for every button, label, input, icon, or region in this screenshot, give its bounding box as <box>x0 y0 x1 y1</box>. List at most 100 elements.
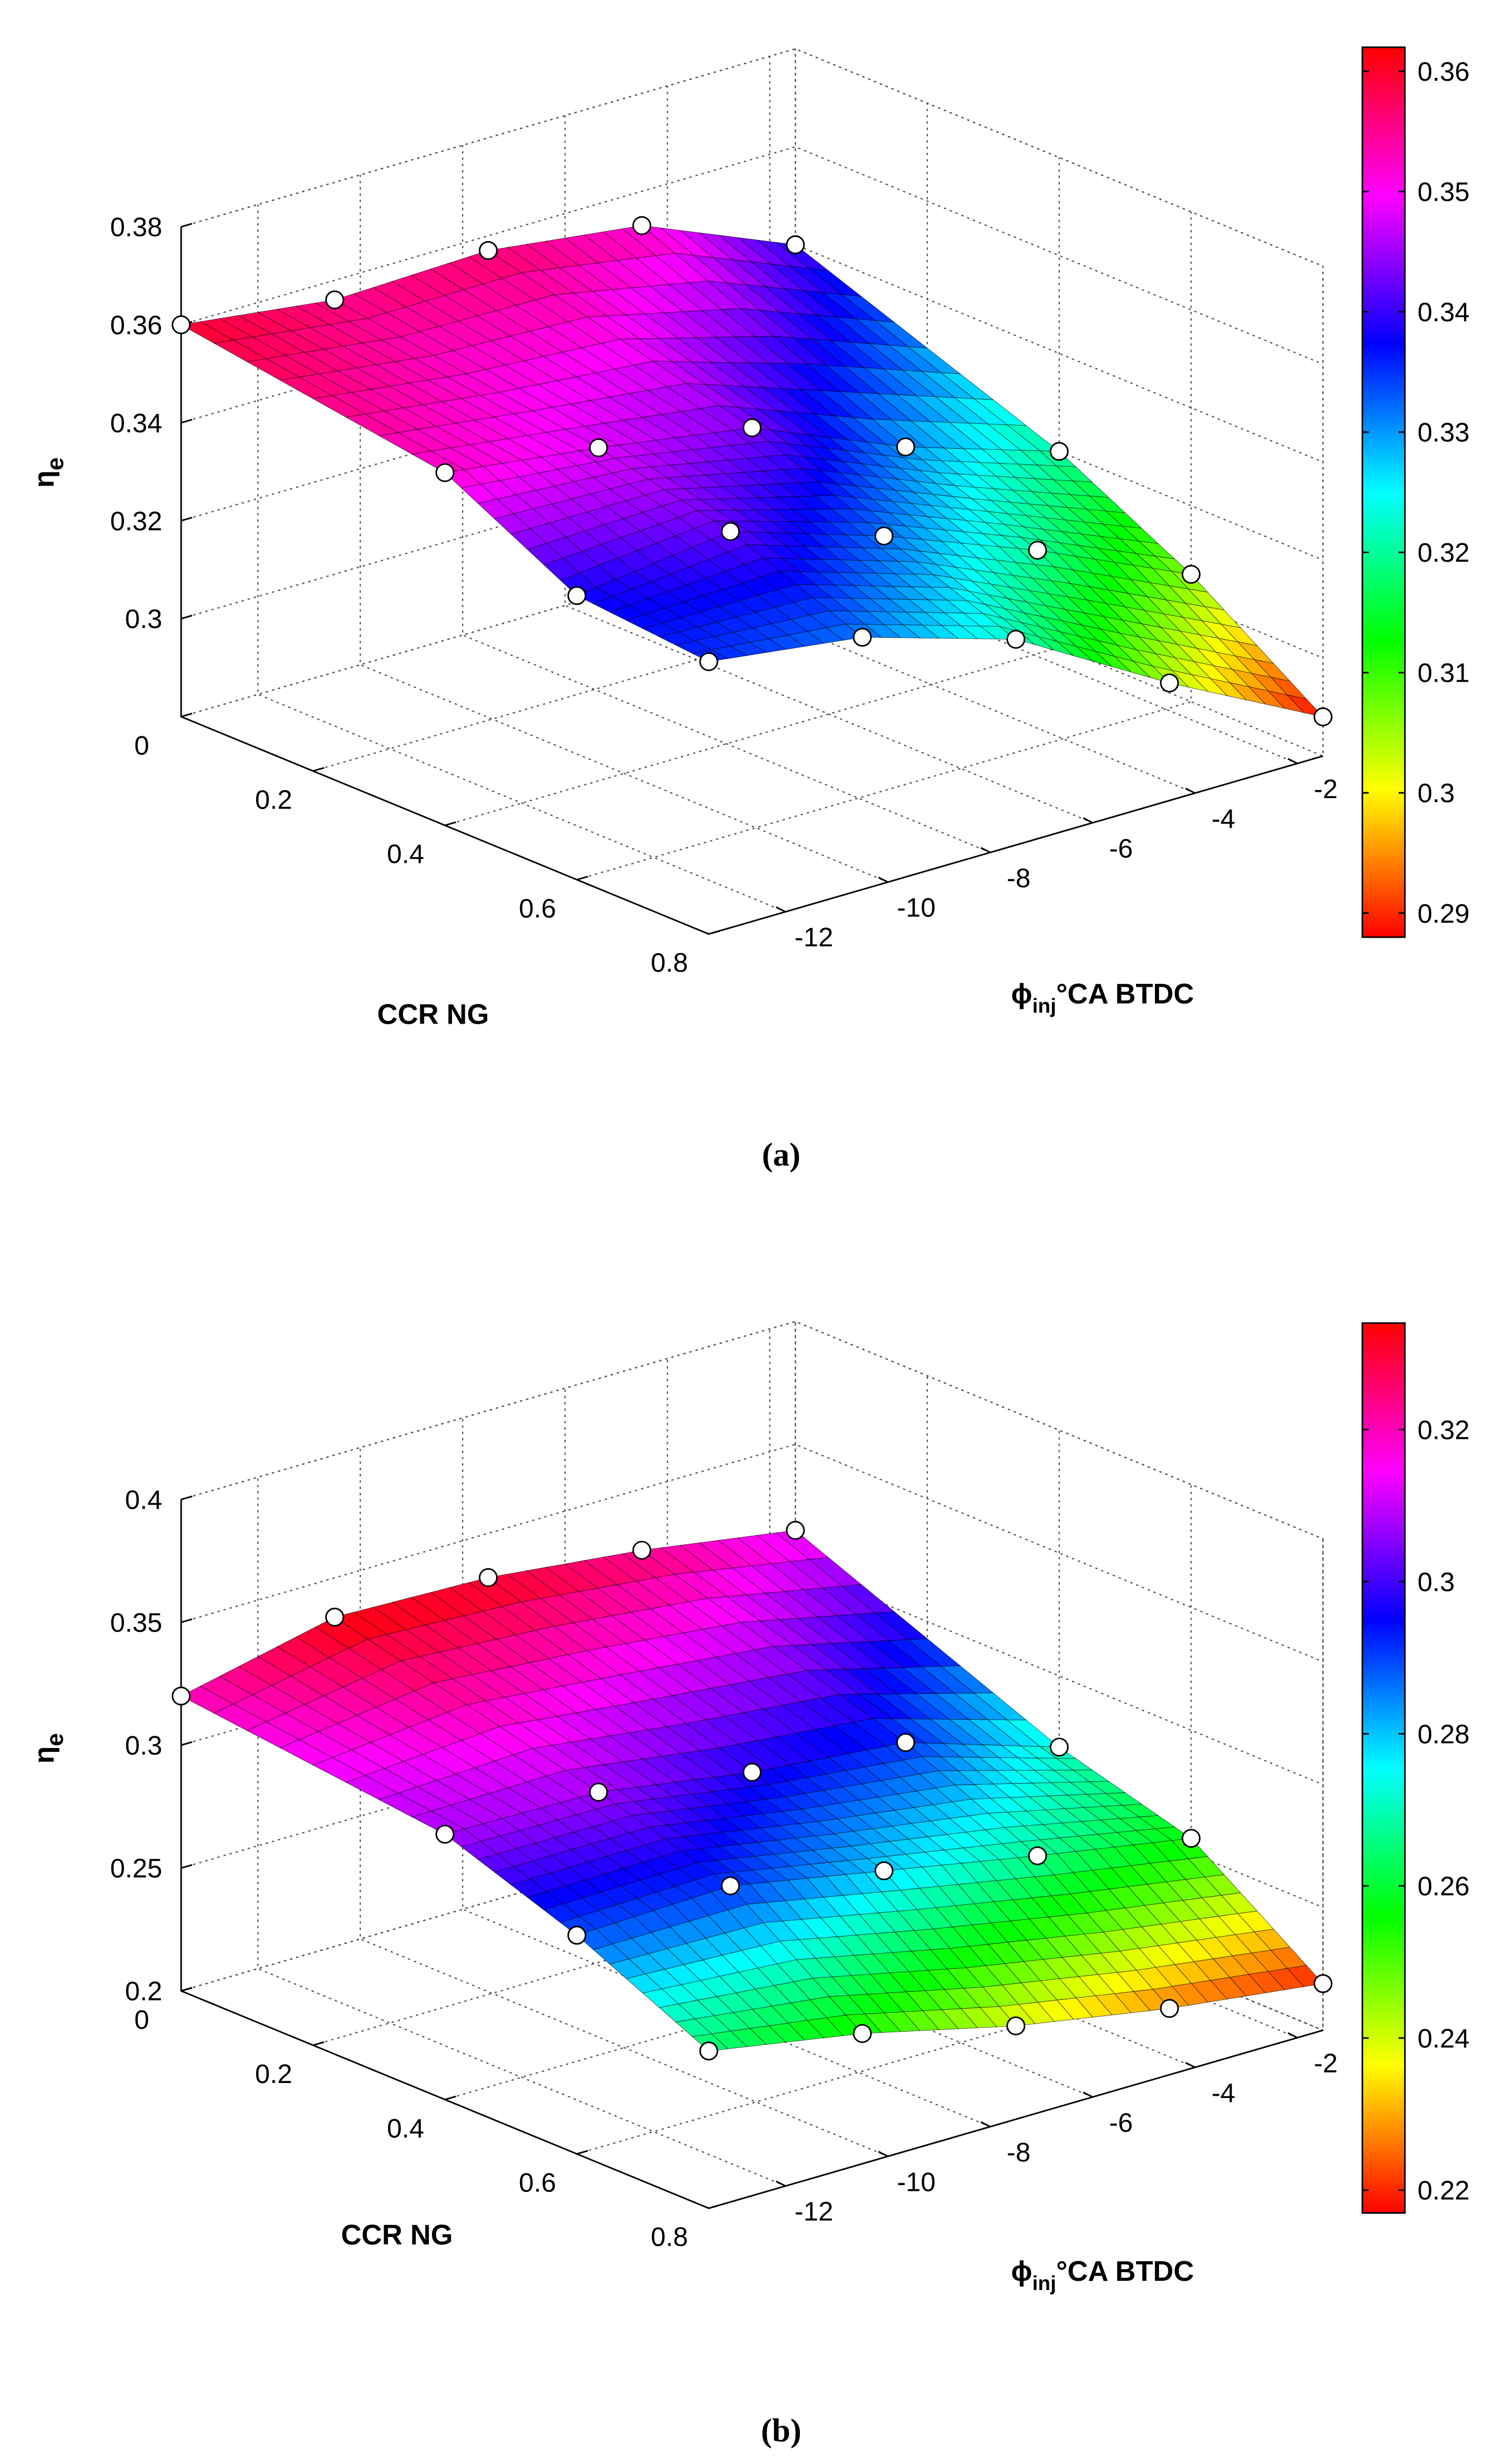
grid-line <box>462 145 991 853</box>
z-tick <box>180 517 193 522</box>
z-axis-label-main: η <box>28 1746 60 1764</box>
z-tick <box>180 1618 193 1623</box>
data-point <box>742 418 762 438</box>
colorbar-tick-label: 0.35 <box>1417 177 1469 207</box>
y-tick-label: -4 <box>1212 803 1235 833</box>
data-point <box>896 1733 915 1752</box>
y-tick <box>878 2150 889 2157</box>
y-tick-label: -12 <box>795 922 833 952</box>
data-point <box>1028 540 1047 560</box>
data-point <box>479 240 498 260</box>
data-point <box>1006 630 1026 649</box>
y-tick-label: -6 <box>1109 833 1133 863</box>
y-tick <box>1185 2062 1195 2069</box>
colorbar-tick-label: 0.3 <box>1417 778 1455 808</box>
colorbar-tick-label: 0.32 <box>1417 1415 1469 1445</box>
y-axis-label: ϕinj°CA BTDC <box>1011 2255 1194 2295</box>
y-axis-label-sub: inj <box>1032 2272 1056 2295</box>
data-point <box>785 1521 805 1540</box>
y-tick <box>1185 787 1195 794</box>
data-point <box>632 1540 652 1560</box>
grid-line <box>462 1418 991 2127</box>
data-point <box>1050 442 1069 461</box>
y-tick-label: -12 <box>795 2197 833 2227</box>
x-tick-label: 0.6 <box>519 2168 556 2198</box>
x-tick-label: 0.8 <box>651 2222 689 2252</box>
data-point <box>1050 1738 1069 1757</box>
x-tick <box>445 2095 457 2101</box>
data-point <box>171 315 191 334</box>
x-tick-label: 0.4 <box>387 2113 424 2143</box>
z-tick-label: 0.25 <box>110 1853 162 1883</box>
y-axis-label-sub: inj <box>1032 994 1056 1017</box>
x-tick-label: 0 <box>134 730 149 760</box>
data-point <box>632 216 652 235</box>
y-tick <box>1287 2032 1298 2039</box>
axis-line <box>180 227 1323 935</box>
z-tick <box>180 1864 193 1869</box>
data-point <box>785 235 805 254</box>
colorbar-tick-label: 0.28 <box>1417 1719 1469 1749</box>
x-axis-label: CCR NG <box>341 2219 453 2251</box>
grid-line <box>769 56 1298 764</box>
y-tick-label: -2 <box>1314 774 1337 804</box>
data-point <box>721 522 740 541</box>
data-point <box>589 1783 608 1802</box>
z-tick <box>180 419 193 424</box>
colorbar-tick-label: 0.29 <box>1417 898 1469 928</box>
colorbar-tick-label: 0.3 <box>1417 1567 1455 1597</box>
y-tick-label: -2 <box>1314 2048 1337 2078</box>
y-tick <box>1082 2091 1093 2098</box>
x-tick-label: 0.2 <box>255 2059 292 2089</box>
grid-line <box>257 204 786 913</box>
x-tick-label: 0.6 <box>519 893 556 923</box>
y-tick-label: -8 <box>1007 2137 1030 2167</box>
grid-line <box>445 157 1060 826</box>
data-point <box>567 586 586 606</box>
z-axis-label-sub: e <box>42 457 68 471</box>
data-point <box>435 1825 454 1844</box>
z-tick <box>180 615 193 620</box>
grid-line <box>708 266 1324 935</box>
data-point <box>852 2024 872 2043</box>
data-point <box>567 1926 586 1945</box>
grid-line <box>564 115 1093 824</box>
x-tick-label: 0.4 <box>387 839 424 869</box>
colorbar-tick-label: 0.31 <box>1417 658 1469 688</box>
x-tick-label: 0.2 <box>255 784 292 814</box>
data-point <box>699 652 719 671</box>
y-tick-label: -6 <box>1109 2107 1133 2137</box>
y-tick <box>1082 817 1093 824</box>
data-point <box>479 1568 498 1587</box>
data-point <box>1182 565 1201 584</box>
z-tick <box>180 1741 193 1746</box>
y-axis-label-rest: °CA BTDC <box>1056 2255 1194 2287</box>
grid-line <box>667 85 1195 794</box>
x-tick <box>313 2041 325 2046</box>
y-tick <box>1287 758 1298 765</box>
data-point <box>325 1607 344 1627</box>
data-point <box>1182 1829 1201 1848</box>
colorbar-tick-label: 0.33 <box>1417 418 1469 448</box>
x-tick-label: 0 <box>134 2005 149 2035</box>
colorbar-tick-label: 0.22 <box>1417 2175 1469 2205</box>
x-tick-label: 0.8 <box>651 947 689 977</box>
data-point <box>1006 2016 1026 2036</box>
y-tick <box>980 847 991 853</box>
z-tick <box>180 1495 193 1501</box>
x-axis-label: CCR NG <box>377 998 489 1030</box>
y-tick-label: -10 <box>897 2167 935 2197</box>
grid-line <box>180 48 1323 267</box>
z-axis-label-main: η <box>28 471 60 488</box>
y-axis-label-main: ϕ <box>1011 978 1032 1010</box>
colorbar-tick-label: 0.32 <box>1417 537 1469 567</box>
data-point <box>1160 1999 1179 2018</box>
x-tick <box>180 1987 193 1992</box>
z-tick <box>180 223 193 228</box>
grid-line <box>180 1321 1323 1540</box>
x-tick <box>180 712 193 718</box>
data-point <box>435 463 454 482</box>
data-point <box>699 2041 719 2061</box>
